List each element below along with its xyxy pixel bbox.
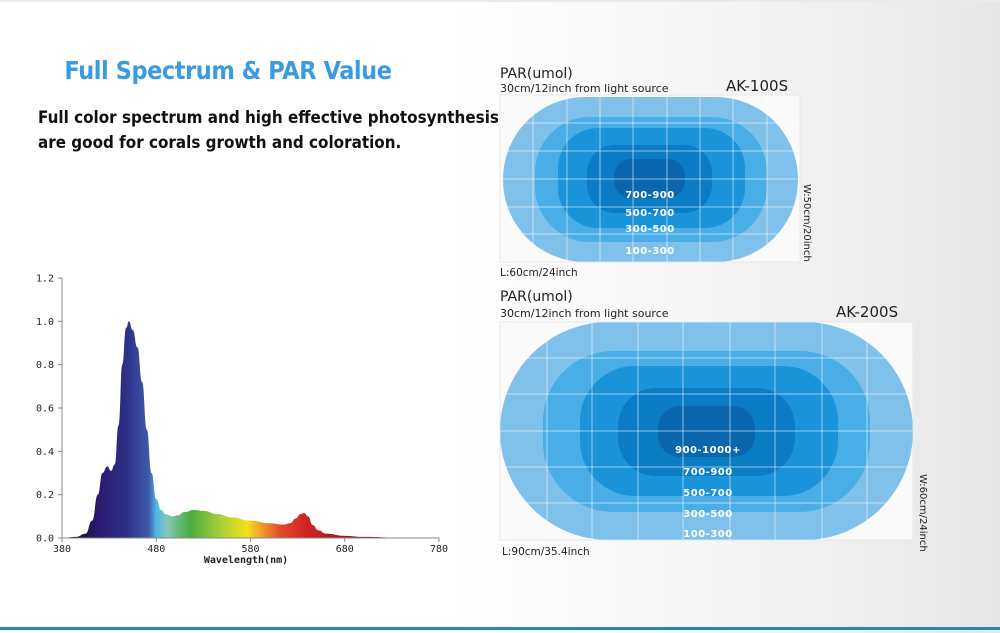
par-diagram-ak-200s: PAR(umol) 30cm/12inch from light source … <box>499 289 928 558</box>
page-title: Full Spectrum & PAR Value <box>64 56 392 85</box>
spectrum-chart: 0.0 0.2 0.4 0.6 0.8 1.0 1.2 380 480 580 680 780 Wa… <box>36 274 448 567</box>
top-divider <box>0 0 1000 2</box>
par-heading: PAR(umol) <box>500 66 573 82</box>
zone-label: 500-700 <box>625 208 674 219</box>
width-label: W:60cm/24inch <box>917 474 928 552</box>
y-tick-label: 1.2 <box>36 274 54 285</box>
par-heading: PAR(umol) <box>500 289 573 305</box>
spectrum-area <box>62 321 439 538</box>
x-tick-label: 380 <box>53 544 71 555</box>
par-distance: 30cm/12inch from light source <box>500 307 669 320</box>
bottom-divider <box>0 627 1000 630</box>
x-tick-label: 480 <box>147 544 165 555</box>
grid-lines <box>499 94 801 263</box>
length-label: L:60cm/24inch <box>500 267 578 279</box>
model-name: AK-200S <box>836 303 898 321</box>
zone-label: 700-900 <box>625 190 674 201</box>
model-name: AK-100S <box>726 77 788 95</box>
zone-label: 900-1000+ <box>675 445 741 456</box>
length-label: L:90cm/35.4inch <box>502 546 590 558</box>
subtitle-line-1: Full color spectrum and high effective p… <box>38 108 499 127</box>
y-tick-label: 1.0 <box>36 317 54 328</box>
zone-label: 100-300 <box>625 246 674 257</box>
zone-label: 300-500 <box>625 224 674 235</box>
subtitle-line-2: are good for corals growth and coloratio… <box>38 133 402 152</box>
y-tick-label: 0.8 <box>36 360 54 371</box>
width-label: W:50cm/20inch <box>801 184 812 262</box>
y-tick-label: 0.2 <box>36 490 54 501</box>
x-axis-label: Wavelength(nm) <box>204 555 288 566</box>
x-tick-label: 680 <box>336 544 354 555</box>
y-tick-label: 0.6 <box>36 404 54 415</box>
grid-lines <box>499 321 914 541</box>
par-diagram-ak-100s: PAR(umol) 30cm/12inch from light source … <box>499 66 812 279</box>
x-tick-label: 780 <box>430 544 448 555</box>
y-tick-label: 0.4 <box>36 447 54 458</box>
zone-label: 300-500 <box>683 509 732 520</box>
zone-label: 100-300 <box>683 529 732 540</box>
y-tick-label: 0.0 <box>36 534 54 545</box>
zone-label: 700-900 <box>683 467 732 478</box>
x-tick-label: 580 <box>241 544 259 555</box>
zone-label: 500-700 <box>683 488 732 499</box>
par-distance: 30cm/12inch from light source <box>500 82 669 95</box>
